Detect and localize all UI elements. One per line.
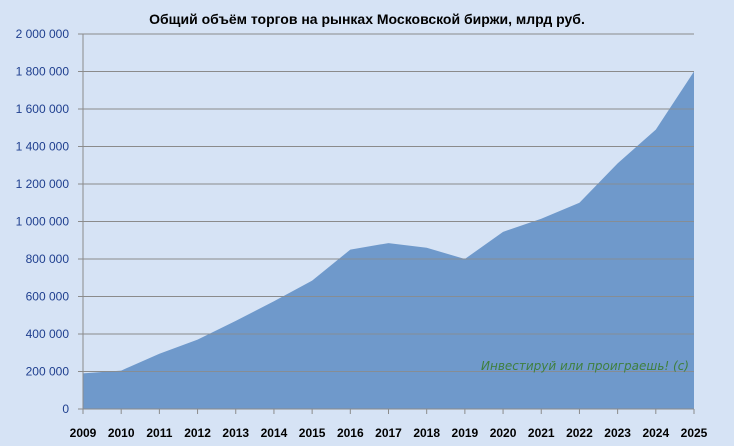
chart-title: Общий объём торгов на рынках Московской …	[149, 11, 585, 27]
x-tick-label: 2009	[70, 426, 97, 440]
y-tick-label: 2 000 000	[16, 27, 70, 41]
x-tick-label: 2023	[604, 426, 631, 440]
x-tick-label: 2011	[146, 426, 172, 440]
watermark-annotation: Инвестируй или проиграешь! (с)	[481, 359, 689, 373]
x-tick-label: 2013	[222, 426, 249, 440]
x-tick-label: 2024	[642, 426, 669, 440]
x-tick-label: 2022	[566, 426, 593, 440]
x-tick-label: 2010	[108, 426, 135, 440]
area-fill	[83, 71, 694, 409]
x-tick-label: 2020	[490, 426, 517, 440]
x-tick-label: 2012	[184, 426, 211, 440]
y-tick-label: 1 800 000	[16, 65, 70, 79]
y-tick-label: 1 200 000	[16, 177, 70, 191]
y-tick-label: 1 400 000	[16, 140, 70, 154]
x-tick-label: 2015	[299, 426, 326, 440]
y-tick-label: 400 000	[26, 327, 70, 341]
x-axis-ticks: 2009 2010 2011 2012 2013 2014 2015 2016 2017 2018…	[70, 409, 708, 440]
x-tick-label: 2014	[261, 426, 288, 440]
x-tick-label: 2016	[337, 426, 364, 440]
x-tick-label: 2019	[452, 426, 479, 440]
x-tick-label: 2025	[681, 426, 708, 440]
x-tick-label: 2018	[413, 426, 440, 440]
x-tick-label: 2017	[375, 426, 402, 440]
y-tick-label: 200 000	[26, 365, 70, 379]
y-tick-label: 1 000 000	[16, 215, 70, 229]
y-axis-ticks: 0 200 000 400 000 600 000 800 000 1 000 000 1 …	[16, 27, 83, 416]
y-tick-label: 0	[62, 402, 69, 416]
y-tick-label: 800 000	[26, 252, 70, 266]
gridlines-over-area	[83, 33, 694, 372]
y-tick-label: 600 000	[26, 290, 70, 304]
x-tick-label: 2021	[528, 426, 555, 440]
area-series	[82, 33, 695, 409]
y-tick-label: 1 600 000	[16, 102, 70, 116]
